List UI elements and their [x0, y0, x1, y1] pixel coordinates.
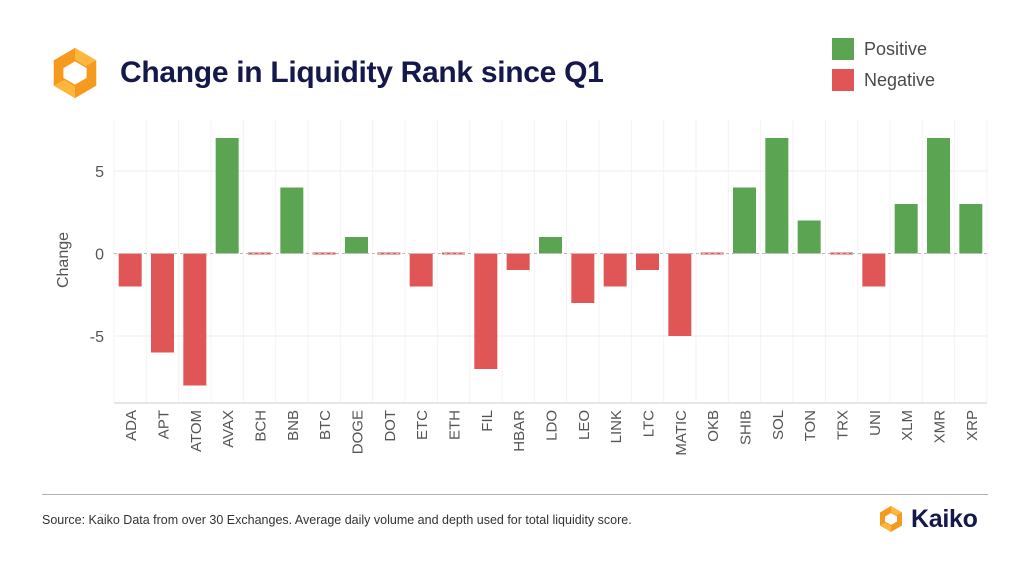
y-tick-label: 0 — [95, 247, 104, 264]
x-tick-label: AVAX — [220, 410, 237, 448]
x-tick-label: LINK — [608, 410, 625, 443]
bar-apt — [151, 253, 174, 353]
bar-leo — [571, 253, 595, 303]
x-tick-label: ATOM — [188, 410, 205, 452]
bar-link — [603, 253, 627, 287]
x-tick-label: XLM — [899, 410, 916, 441]
x-tick-label: SOL — [770, 410, 787, 440]
x-tick-label: TON — [802, 410, 819, 441]
source-note: Source: Kaiko Data from over 30 Exchange… — [42, 513, 632, 527]
x-tick-label: DOGE — [350, 410, 367, 454]
x-tick-label: LTC — [641, 410, 658, 437]
y-axis-label: Change — [55, 232, 72, 288]
chart-legend: Positive Negative — [832, 38, 935, 100]
legend-item-negative: Negative — [832, 69, 935, 91]
legend-swatch-negative — [832, 69, 854, 91]
x-tick-label: HBAR — [511, 410, 528, 452]
bar-xrp — [959, 204, 983, 254]
x-tick-label: BNB — [285, 410, 302, 441]
y-tick-label: -5 — [90, 329, 104, 346]
x-tick-label: ADA — [123, 410, 140, 441]
bar-doge — [345, 237, 368, 254]
x-tick-label: APT — [156, 410, 173, 439]
y-tick-label: 5 — [95, 164, 104, 181]
bar-uni — [862, 253, 886, 287]
x-tick-label: XMR — [932, 410, 949, 444]
page-title: Change in Liquidity Rank since Q1 — [120, 56, 604, 89]
brand-footer: Kaiko — [876, 504, 978, 534]
kaiko-logo-icon — [880, 506, 902, 532]
bar-ada — [118, 253, 142, 287]
bar-xmr — [927, 138, 950, 254]
x-tick-label: FIL — [479, 410, 496, 432]
x-tick-label: TRX — [835, 410, 852, 440]
bar-ltc — [636, 253, 659, 270]
legend-label-negative: Negative — [864, 69, 936, 90]
bar-ldo — [539, 237, 562, 254]
x-tick-label: XRP — [964, 410, 981, 441]
x-tick-label: LEO — [576, 410, 593, 440]
x-tick-label: ETC — [414, 410, 431, 440]
x-tick-label: UNI — [867, 410, 884, 436]
brand-name: Kaiko — [911, 504, 978, 533]
legend-item-positive: Positive — [832, 38, 935, 60]
bar-hbar — [506, 253, 530, 270]
bar-okb — [700, 252, 724, 255]
bar-atom — [183, 253, 207, 386]
bar-fil — [474, 253, 498, 369]
legend-label-positive: Positive — [864, 38, 928, 59]
bar-ton — [797, 220, 821, 254]
kaiko-logo-icon — [53, 47, 97, 99]
bar-eth — [442, 252, 465, 255]
x-tick-label: BTC — [317, 410, 334, 440]
bar-etc — [409, 253, 433, 287]
x-tick-label: ETH — [447, 410, 464, 440]
x-tick-label: DOT — [382, 410, 399, 442]
bar-shib — [733, 187, 756, 254]
bar-matic — [668, 253, 692, 336]
x-tick-label: OKB — [705, 410, 722, 442]
x-tick-label: SHIB — [738, 410, 755, 445]
bar-bnb — [280, 187, 304, 254]
bar-xlm — [894, 204, 918, 254]
legend-swatch-positive — [832, 38, 854, 60]
x-tick-label: BCH — [253, 410, 270, 442]
footer-divider — [42, 494, 988, 495]
x-tick-label: MATIC — [673, 410, 690, 456]
bar-dot — [377, 252, 401, 255]
x-tick-label: LDO — [544, 410, 561, 441]
bar-sol — [765, 138, 789, 254]
bar-avax — [215, 138, 239, 254]
